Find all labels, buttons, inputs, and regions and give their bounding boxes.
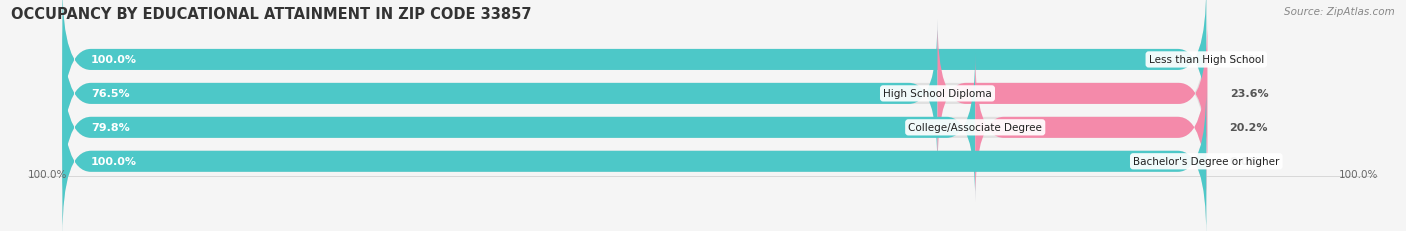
Text: Less than High School: Less than High School [1149, 55, 1264, 65]
FancyBboxPatch shape [62, 54, 976, 202]
Text: 76.5%: 76.5% [91, 89, 129, 99]
Text: 0.0%: 0.0% [1229, 157, 1260, 167]
Text: Bachelor's Degree or higher: Bachelor's Degree or higher [1133, 157, 1279, 167]
FancyBboxPatch shape [62, 88, 1206, 231]
FancyBboxPatch shape [976, 54, 1206, 202]
FancyBboxPatch shape [62, 0, 1206, 134]
Text: 23.6%: 23.6% [1230, 89, 1270, 99]
Text: 20.2%: 20.2% [1229, 123, 1268, 133]
FancyBboxPatch shape [62, 20, 938, 168]
FancyBboxPatch shape [62, 54, 1206, 202]
Text: 100.0%: 100.0% [28, 169, 67, 179]
Text: OCCUPANCY BY EDUCATIONAL ATTAINMENT IN ZIP CODE 33857: OCCUPANCY BY EDUCATIONAL ATTAINMENT IN Z… [11, 7, 531, 22]
Text: Source: ZipAtlas.com: Source: ZipAtlas.com [1284, 7, 1395, 17]
FancyBboxPatch shape [62, 0, 1206, 134]
Text: College/Associate Degree: College/Associate Degree [908, 123, 1042, 133]
Text: 0.0%: 0.0% [1229, 55, 1260, 65]
FancyBboxPatch shape [62, 88, 1206, 231]
FancyBboxPatch shape [62, 20, 1206, 168]
Text: 100.0%: 100.0% [91, 55, 136, 65]
Text: 100.0%: 100.0% [1339, 169, 1378, 179]
Text: 79.8%: 79.8% [91, 123, 129, 133]
FancyBboxPatch shape [938, 20, 1208, 168]
Text: 100.0%: 100.0% [91, 157, 136, 167]
Text: High School Diploma: High School Diploma [883, 89, 991, 99]
